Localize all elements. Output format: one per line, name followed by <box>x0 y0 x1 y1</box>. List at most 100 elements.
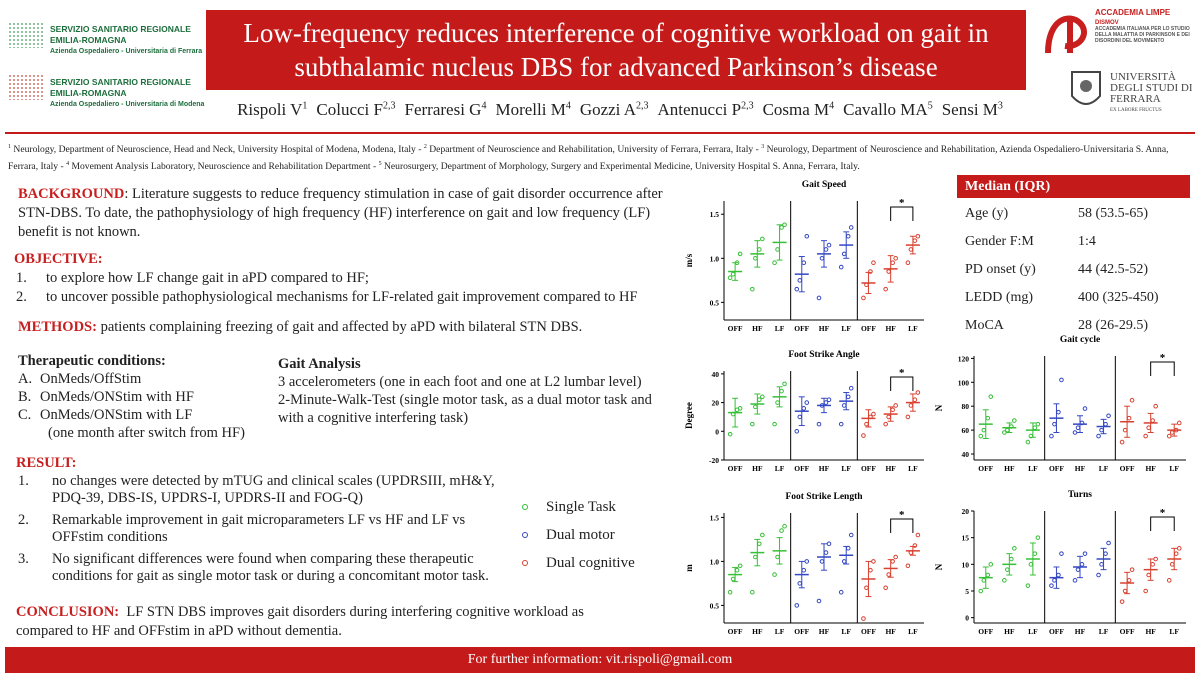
list-item: C. OnMeds/ONStim with LF <box>18 406 278 424</box>
heading: Gait Analysis <box>278 356 361 372</box>
y-axis-label: m/s <box>684 253 694 267</box>
academy: ACCADEMIA LIMPE <box>1095 8 1171 17</box>
data-point <box>1072 430 1078 435</box>
data-point <box>797 581 803 586</box>
data-point <box>1082 406 1088 411</box>
data-point <box>760 394 765 400</box>
data-point <box>838 421 844 427</box>
data-point <box>871 559 876 564</box>
author: Antenucci P2,3 <box>658 100 754 120</box>
data-point <box>1169 562 1175 567</box>
data-point <box>1103 421 1108 427</box>
data-point <box>890 260 895 266</box>
table-header: Median (IQR) <box>957 175 1190 198</box>
author-name: Gozzi A <box>579 100 636 119</box>
data-point <box>1099 427 1104 433</box>
contact: For further information: vit.rispoli@gma… <box>467 652 733 667</box>
data-point <box>1106 540 1111 546</box>
data-point <box>775 554 780 560</box>
x-tick-label: LF <box>1169 464 1179 473</box>
data-point <box>753 404 758 410</box>
significance-bracket <box>890 518 914 533</box>
list-item: A. OnMeds/OffStim <box>18 370 278 388</box>
data-point <box>794 428 800 434</box>
chart-title: Foot Strike Length <box>785 492 863 502</box>
item-number: 1. <box>16 270 27 286</box>
x-tick-label: HF <box>1004 627 1015 636</box>
data-point <box>801 567 807 573</box>
data-point <box>915 390 921 395</box>
x-tick-label: HF <box>1145 464 1156 473</box>
y-tick-label: 1.5 <box>710 210 720 219</box>
data-point <box>988 562 994 567</box>
data-point <box>841 403 847 408</box>
data-point <box>864 585 869 591</box>
item-number: 3. <box>18 550 29 567</box>
significance: * <box>899 197 905 209</box>
legend-marker <box>522 560 528 566</box>
item-text: No significant differences were found wh… <box>52 550 489 585</box>
data-point <box>1096 433 1101 439</box>
data-point <box>823 550 829 555</box>
author-affiliation: 2,3 <box>636 100 649 112</box>
data-point <box>1150 418 1155 423</box>
data-point <box>823 400 829 405</box>
data-point <box>1150 562 1155 567</box>
author-affiliation: 4 <box>481 100 487 112</box>
x-tick-label: LF <box>775 464 785 473</box>
affiliation-number: 1 <box>8 144 11 150</box>
x-tick-label: HF <box>752 324 763 333</box>
data-point <box>775 400 780 405</box>
legend-marker <box>522 532 528 538</box>
data-point <box>737 563 743 569</box>
section-label: BACKGROUND <box>18 186 125 202</box>
data-point <box>1166 578 1172 583</box>
data-point <box>845 394 851 400</box>
data-point <box>1122 427 1128 433</box>
y-axis-label: N <box>934 404 944 411</box>
data-point <box>797 414 803 420</box>
data-point <box>1143 588 1148 594</box>
x-tick-label: OFF <box>1049 464 1064 473</box>
item-number: C. <box>18 407 32 423</box>
author-name: Ferraresi G <box>404 100 482 119</box>
section-label: RESULT: <box>16 455 77 471</box>
significance-bracket <box>1150 361 1175 376</box>
data-point <box>757 541 762 547</box>
data-point <box>801 406 807 411</box>
item-number: B. <box>18 389 32 405</box>
table-cell: Age (y) <box>965 206 1009 221</box>
y-tick-label: 40 <box>712 370 720 379</box>
data-point <box>1153 403 1158 409</box>
author-affiliation: 5 <box>927 100 933 112</box>
data-point <box>845 233 851 239</box>
data-point <box>782 381 787 387</box>
data-point <box>730 576 736 582</box>
x-tick-label: OFF <box>1120 627 1135 636</box>
data-point <box>1173 551 1179 556</box>
significance-bracket <box>890 376 914 391</box>
data-point <box>816 421 822 427</box>
x-tick-label: OFF <box>978 464 993 473</box>
data-point <box>753 255 758 261</box>
item-text: OnMeds/OffStim <box>40 371 142 387</box>
limpe-logo <box>1045 15 1087 54</box>
methods: METHODS: patients complaining freezing o… <box>18 318 690 337</box>
result: RESULT: 1. no changes were detected by mTU… <box>16 455 496 590</box>
section-text: LF STN DBS improves gait disorders durin… <box>16 604 588 639</box>
significance: * <box>899 509 905 521</box>
author-affiliation: 2,3 <box>741 100 754 112</box>
significance-bracket <box>1150 516 1175 531</box>
list: 1. to explore how LF change gait in aPD c… <box>14 269 686 307</box>
table-row: LEDD (mg) 400 (325-450) <box>965 284 1190 312</box>
chart-title: Gait cycle <box>1060 335 1100 345</box>
title: Low-frequency reduces interference of co… <box>243 18 989 82</box>
motto: EX LABORE FRUCTUS <box>1110 108 1162 113</box>
author-affiliation: 3 <box>997 100 1003 112</box>
y-axis-label: m <box>684 564 694 572</box>
list: 1. no changes were detected by mTUG and c… <box>16 473 496 586</box>
data-point <box>985 572 991 578</box>
data-point <box>1119 439 1125 445</box>
data-point <box>1122 588 1128 594</box>
